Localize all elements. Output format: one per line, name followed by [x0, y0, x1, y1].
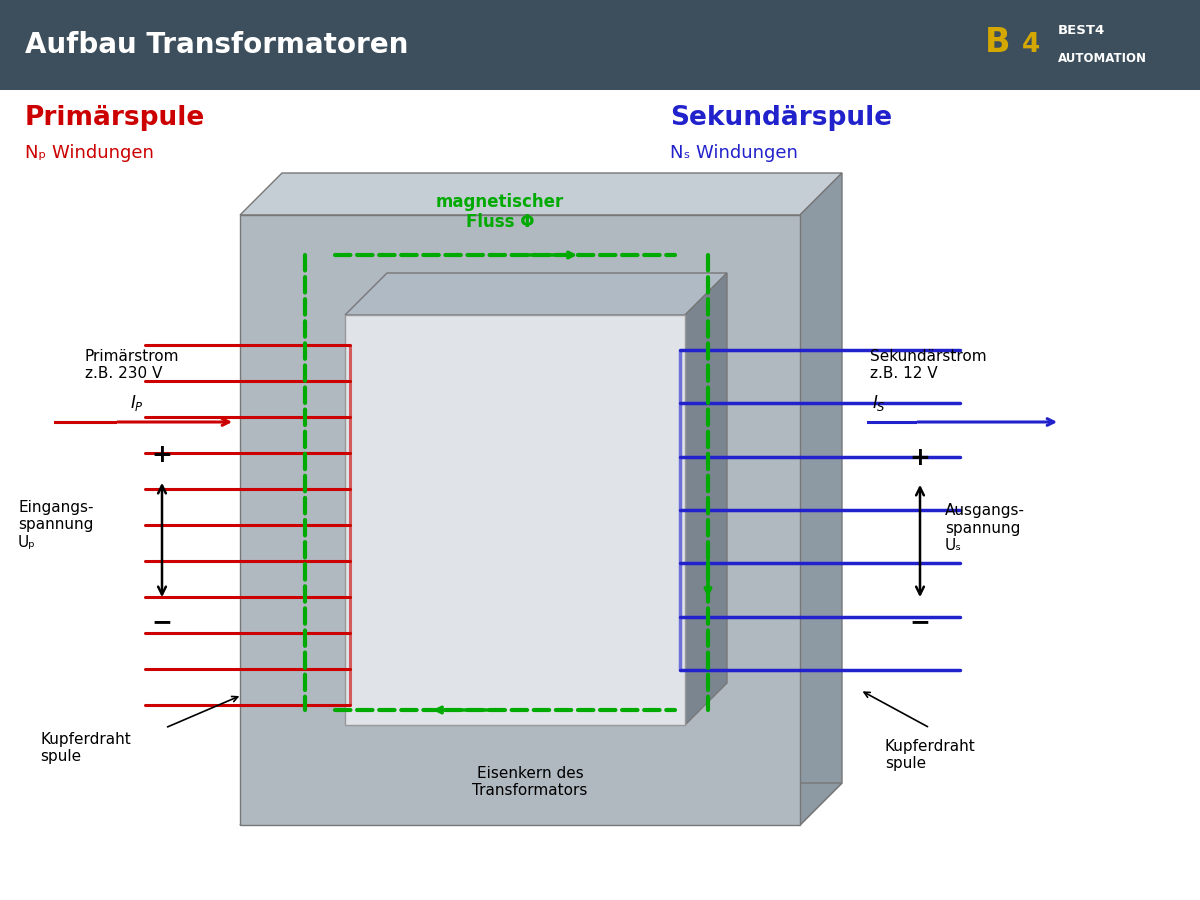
Text: 4: 4 — [1022, 32, 1040, 58]
Text: Nₚ Windungen: Nₚ Windungen — [25, 144, 154, 162]
Text: Primärstrom
z.B. 230 V: Primärstrom z.B. 230 V — [85, 349, 180, 382]
Text: Sekundärspule: Sekundärspule — [670, 105, 892, 131]
Text: Kupferdraht
spule: Kupferdraht spule — [886, 739, 976, 771]
Text: AUTOMATION: AUTOMATION — [1058, 51, 1147, 65]
Text: Eingangs-
spannung
Uₚ: Eingangs- spannung Uₚ — [18, 500, 94, 550]
Polygon shape — [240, 173, 842, 215]
Text: +: + — [151, 443, 173, 467]
Bar — [0, 0, 1200, 90]
Text: $I_S$: $I_S$ — [872, 393, 886, 413]
Polygon shape — [685, 273, 727, 725]
Text: −: − — [910, 610, 930, 634]
Polygon shape — [800, 173, 842, 825]
Text: magnetischer
Fluss Φ: magnetischer Fluss Φ — [436, 193, 564, 231]
Polygon shape — [240, 215, 800, 825]
Text: Aufbau Transformatoren: Aufbau Transformatoren — [25, 31, 408, 59]
Polygon shape — [240, 783, 842, 825]
Text: Sekundärstrom
z.B. 12 V: Sekundärstrom z.B. 12 V — [870, 349, 986, 382]
Text: BEST4: BEST4 — [1058, 23, 1105, 37]
Polygon shape — [346, 315, 685, 725]
Text: Ausgangs-
spannung
Uₛ: Ausgangs- spannung Uₛ — [946, 503, 1025, 553]
Text: Nₛ Windungen: Nₛ Windungen — [670, 144, 798, 162]
Text: +: + — [910, 446, 930, 470]
Text: Primärspule: Primärspule — [25, 105, 205, 131]
Text: $I_P$: $I_P$ — [130, 393, 144, 413]
Text: B: B — [985, 25, 1010, 58]
Polygon shape — [346, 273, 727, 315]
Text: −: − — [151, 610, 173, 634]
Text: Kupferdraht
spule: Kupferdraht spule — [40, 732, 131, 764]
Text: Eisenkern des
Transformators: Eisenkern des Transformators — [473, 766, 588, 798]
